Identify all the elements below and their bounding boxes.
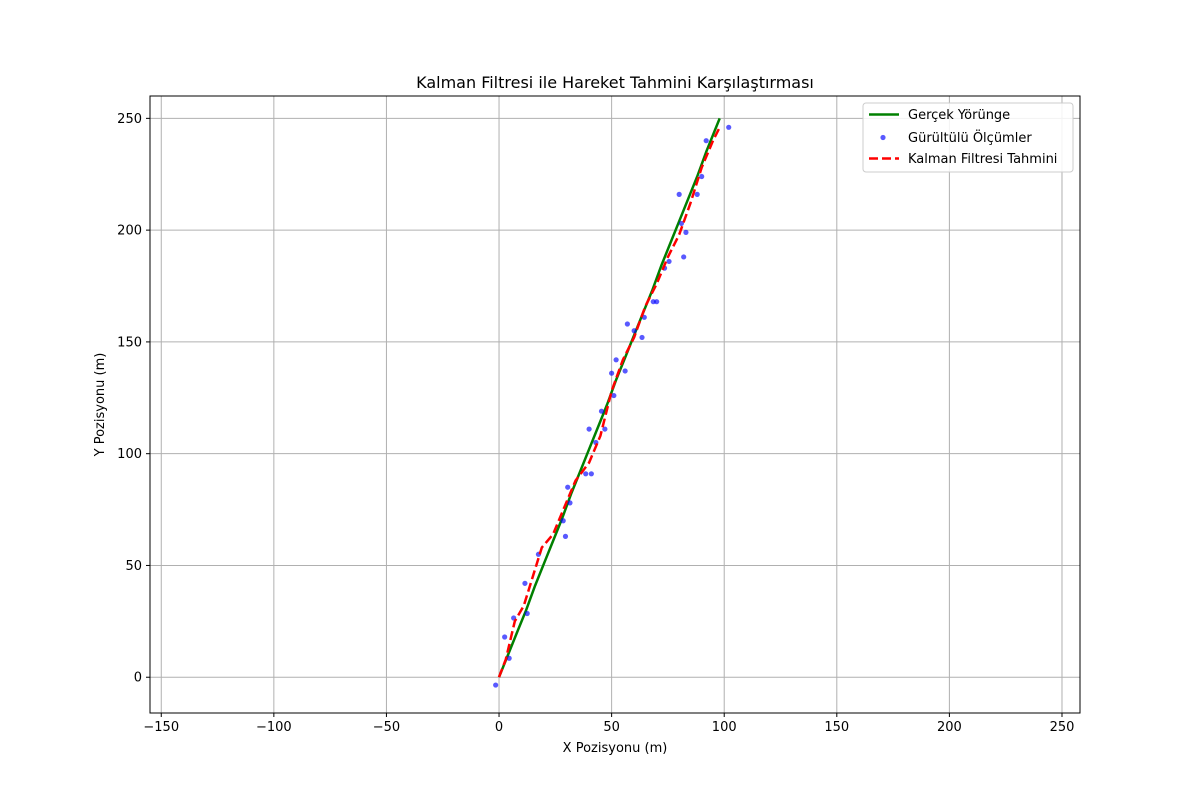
- y-tick-label: 150: [117, 335, 142, 350]
- x-tick-label: 0: [495, 720, 503, 735]
- measurement-point: [654, 299, 660, 305]
- y-tick-label: 250: [117, 112, 142, 127]
- measurement-point: [506, 655, 512, 661]
- measurement-point: [560, 518, 566, 524]
- measurement-point: [703, 138, 709, 144]
- legend-measurement-swatch: [880, 134, 886, 141]
- measurement-point: [694, 191, 700, 197]
- x-tick-label: 200: [937, 720, 962, 735]
- x-tick-label: 50: [603, 720, 620, 735]
- measurement-point: [611, 392, 617, 399]
- y-tick-label: 100: [117, 447, 142, 462]
- measurement-point: [683, 229, 689, 235]
- measurement-point: [699, 173, 705, 180]
- legend-label-kalman: Kalman Filtresi Tahmini: [908, 152, 1057, 167]
- measurement-point: [522, 580, 528, 586]
- measurement-point: [613, 357, 619, 363]
- measurement-point: [631, 328, 637, 334]
- y-axis-label: Y Pozisyonu (m): [93, 353, 108, 458]
- x-tick-label: 100: [712, 720, 737, 735]
- measurement-point: [666, 258, 672, 265]
- y-tick-label: 200: [117, 224, 142, 239]
- measurement-point: [609, 370, 615, 376]
- measurement-point: [639, 334, 645, 341]
- measurement-point: [602, 426, 608, 432]
- x-axis-label: X Pozisyonu (m): [563, 741, 668, 756]
- measurement-point: [676, 191, 682, 197]
- measurement-point: [726, 124, 732, 130]
- plot-frame: [149, 95, 1081, 714]
- plot-area: [493, 117, 732, 688]
- measurement-point: [588, 471, 594, 477]
- measurement-point: [567, 500, 573, 506]
- x-tick-label: −100: [256, 720, 292, 735]
- series-layer: [493, 117, 732, 688]
- legend: Gerçek Yörünge Gürültülü Ölçümler Kalman F…: [862, 102, 1074, 173]
- measurement-point: [598, 408, 605, 414]
- x-tick-label: −150: [143, 720, 179, 735]
- measurement-point: [562, 533, 569, 539]
- measurement-point: [502, 634, 508, 640]
- true-trajectory-line: [497, 117, 721, 678]
- axis-ticks: −150 −100 −50 0 50 100 150 200 250 0 50 100 150 200 25…: [117, 112, 1074, 735]
- measurement-point: [622, 368, 628, 374]
- measurement-point: [565, 484, 571, 490]
- legend-label-true: Gerçek Yörünge: [908, 108, 1010, 123]
- x-tick-label: −50: [373, 720, 400, 735]
- x-tick-label: 250: [1050, 720, 1075, 735]
- chart-title: Kalman Filtresi ile Hareket Tahmini Karş…: [416, 73, 814, 92]
- measurement-point: [583, 471, 589, 477]
- kalman-estimate-line: [497, 126, 721, 678]
- measurement-point: [624, 321, 630, 327]
- x-tick-label: 150: [824, 720, 849, 735]
- legend-box: [862, 102, 1074, 173]
- measurement-point: [524, 610, 530, 617]
- grid: [150, 96, 1080, 713]
- measurement-point: [681, 254, 687, 260]
- y-tick-label: 50: [125, 559, 142, 574]
- measurement-point: [493, 682, 499, 688]
- measurement-point: [586, 426, 592, 432]
- legend-label-measurements: Gürültülü Ölçümler: [908, 129, 1032, 146]
- y-tick-label: 0: [134, 671, 142, 686]
